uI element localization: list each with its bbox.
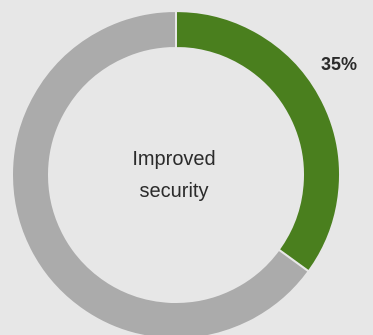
donut-slice-2 (11, 9, 311, 335)
center-label-line-2: security (140, 180, 209, 202)
highlight-slice-percent-label: 35% (321, 54, 357, 74)
center-label-line-1: Improved (132, 148, 215, 170)
donut-slice-1 (175, 9, 341, 273)
donut-slices (11, 9, 341, 335)
